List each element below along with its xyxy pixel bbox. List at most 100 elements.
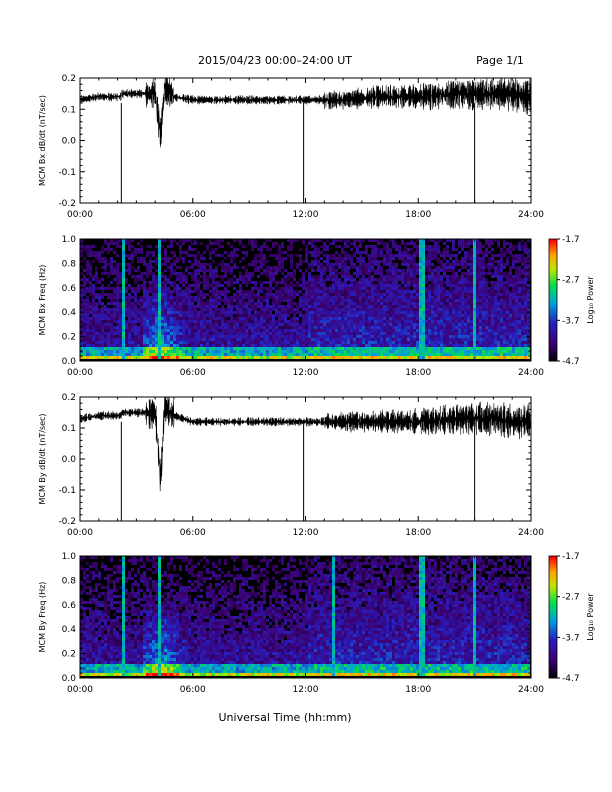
spectrogram-cell	[332, 272, 335, 275]
spectrogram-cell	[191, 266, 194, 269]
spectrogram-cell	[272, 314, 275, 317]
spectrogram-cell	[323, 314, 326, 317]
spectrogram-cell	[419, 344, 422, 347]
spectrogram-cell	[170, 341, 173, 344]
spectrogram-cell	[245, 350, 248, 353]
spectrogram-cell	[350, 338, 353, 341]
spectrogram-cell	[152, 284, 155, 287]
spectrogram-cell	[398, 305, 401, 308]
spectrogram-cell	[146, 272, 149, 275]
spectrogram-cell	[290, 242, 293, 245]
spectrogram-cell	[254, 326, 257, 329]
spectrogram-cell	[467, 341, 470, 344]
spectrogram-cell	[422, 353, 425, 356]
spectrogram-cell	[203, 272, 206, 275]
spectrogram-cell	[362, 323, 365, 326]
spectrogram-cell	[248, 344, 251, 347]
spectrogram-cell	[338, 344, 341, 347]
spectrogram-cell	[227, 296, 230, 299]
spectrogram-cell	[353, 314, 356, 317]
spectrogram-cell	[113, 341, 116, 344]
spectrogram-cell	[479, 284, 482, 287]
spectrogram-cell	[263, 320, 266, 323]
spectrogram-cell	[125, 326, 128, 329]
spectrogram-cell	[167, 332, 170, 335]
spectrogram-cell	[161, 338, 164, 341]
spectrogram-cell	[188, 260, 191, 263]
spectrogram-cell	[332, 308, 335, 311]
spectrogram-cell	[338, 341, 341, 344]
spectrogram-cell	[485, 356, 488, 359]
spectrogram-cell	[269, 323, 272, 326]
spectrogram-cell	[326, 323, 329, 326]
spectrogram-cell	[443, 296, 446, 299]
spectrogram-cell	[173, 332, 176, 335]
spectrogram-cell	[95, 326, 98, 329]
spectrogram-cell	[152, 281, 155, 284]
spectrogram-cell	[116, 266, 119, 269]
spectrogram-cell	[338, 347, 341, 350]
spectrogram-cell	[359, 338, 362, 341]
spectrogram-cell	[458, 281, 461, 284]
spectrogram-cell	[356, 323, 359, 326]
spectrogram-cell	[377, 278, 380, 281]
spectrogram-cell	[428, 317, 431, 320]
spectrogram-cell	[422, 329, 425, 332]
spectrogram-cell	[80, 287, 83, 290]
spectrogram-cell	[149, 284, 152, 287]
spectrogram-cell	[362, 296, 365, 299]
spectrogram-cell	[326, 254, 329, 257]
spectrogram-cell	[257, 287, 260, 290]
spectrogram-cell	[275, 308, 278, 311]
spectrogram-cell	[272, 299, 275, 302]
spectrogram-cell	[305, 284, 308, 287]
spectrogram-cell	[272, 326, 275, 329]
spectrogram-cell	[353, 326, 356, 329]
spectrogram-cell	[269, 320, 272, 323]
spectrogram-cell	[263, 329, 266, 332]
spectrogram-cell	[218, 347, 221, 350]
spectrogram-cell	[176, 284, 179, 287]
spectrogram-cell	[227, 356, 230, 359]
spectrogram-cell	[416, 272, 419, 275]
spectrogram-cell	[494, 317, 497, 320]
spectrogram-cell	[140, 311, 143, 314]
spectrogram-cell	[251, 263, 254, 266]
spectrogram-cell	[362, 317, 365, 320]
spectrogram-cell	[383, 329, 386, 332]
spectrogram-cell	[407, 347, 410, 350]
spectrogram-cell	[488, 305, 491, 308]
spectrogram-cell	[344, 242, 347, 245]
spectrogram-cell	[302, 308, 305, 311]
spectrogram-cell	[173, 254, 176, 257]
spectrogram-cell	[317, 308, 320, 311]
spectrogram-cell	[458, 317, 461, 320]
spectrogram-cell	[473, 275, 476, 278]
spectrogram-cell	[212, 281, 215, 284]
spectrogram-cell	[116, 275, 119, 278]
spectrogram-cell	[266, 296, 269, 299]
spectrogram-cell	[383, 257, 386, 260]
spectrogram-cell	[182, 323, 185, 326]
spectrogram-cell	[263, 263, 266, 266]
spectrogram-cell	[479, 299, 482, 302]
spectrogram-cell	[344, 314, 347, 317]
spectrogram-cell	[395, 248, 398, 251]
spectrogram-cell	[488, 311, 491, 314]
spectrogram-cell	[464, 305, 467, 308]
spectrogram-cell	[509, 302, 512, 305]
spectrogram-cell	[176, 293, 179, 296]
spectrogram-cell	[509, 251, 512, 254]
spectrogram-cell	[227, 350, 230, 353]
spectrogram-cell	[347, 338, 350, 341]
spectrogram-cell	[434, 287, 437, 290]
spectrogram-cell	[230, 320, 233, 323]
spectrogram-cell	[503, 353, 506, 356]
spectrogram-cell	[368, 332, 371, 335]
spectrogram-cell	[194, 290, 197, 293]
spectrogram-cell	[437, 350, 440, 353]
spectrogram-cell	[311, 251, 314, 254]
spectrogram-cell	[434, 278, 437, 281]
spectrogram-cell	[254, 281, 257, 284]
spectrogram-cell	[119, 308, 122, 311]
